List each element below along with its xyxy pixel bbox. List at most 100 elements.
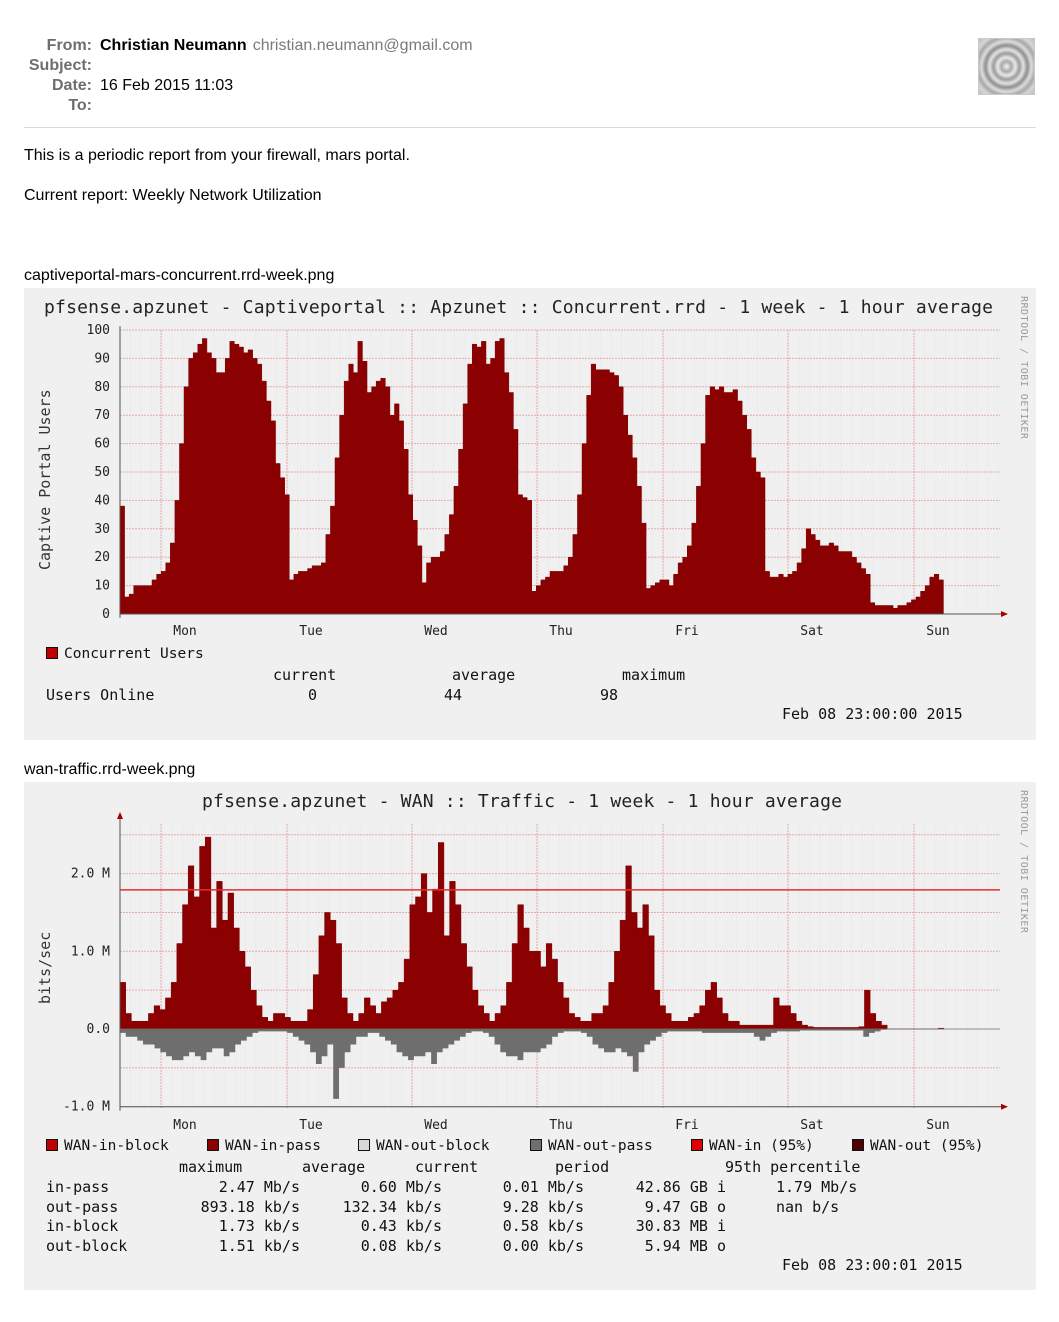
graph1-timestamp: Feb 08 23:00:00 2015 [782,705,963,723]
graph2-row-label: out-pass [46,1197,119,1216]
header-divider [24,127,1036,128]
graph2-panel: pfsense.apzunet - WAN :: Traffic - 1 wee… [24,782,1036,1290]
graph1-header-current: current [273,666,337,684]
graph2-legend-label: WAN-out-block [376,1138,490,1154]
graph2-row-label: in-block [46,1217,119,1236]
graph2-row-maximum: 2.47 Mb/s [218,1178,300,1196]
x-tick-label: Thu [549,1118,572,1133]
graph2-row-current: 0.01 Mb/s [502,1178,584,1196]
graph1-average-value: 44 [444,686,463,704]
graph2-row-period: 5.94 MB o [644,1237,726,1256]
x-tick-label: Wed [424,1118,447,1133]
legend-swatch [46,647,58,659]
date-label: Date: [51,77,92,94]
ripple-avatar-icon[interactable] [978,38,1035,95]
y-tick-label: 40 [94,493,110,508]
legend-swatch [358,1139,370,1151]
graph2-row-average: 132.34 kb/s [342,1197,442,1216]
y-tick-label: 2.0 M [71,867,110,882]
graph2-plot: -1.0 M 0.0 1.0 M 2.0 M Mon Tue Wed Thu Fri Sat Sun [63,812,1008,1133]
from-label: From: [46,37,92,54]
graph2-legend-item: WAN-in-block [46,1138,169,1154]
graph2-row-label: in-pass [46,1178,110,1196]
graph2-row-current: 0.58 kb/s [502,1217,584,1236]
mail-header: From: Christian Neumann christian.neumann… [0,0,1059,128]
x-tick-label: Mon [173,624,196,639]
graph2-row-average: 0.08 kb/s [360,1237,442,1256]
graph2-row-period: 30.83 MB i [635,1217,726,1236]
y-tick-label: 60 [94,437,110,452]
graph2-legend-label: WAN-out-pass [548,1138,653,1154]
graph2-legend-item: WAN-in-pass [207,1138,321,1154]
y-tick-label: 0 [102,607,110,622]
graph2-header-period: period [555,1158,610,1176]
x-tick-label: Wed [424,624,447,639]
x-tick-label: Sun [926,1118,949,1133]
graph2-header-current: current [415,1158,479,1176]
graph1-legend-label: Concurrent Users [64,646,204,662]
intro-text: This is a periodic report from your fire… [24,147,410,164]
y-tick-label: 0.0 [87,1022,110,1037]
legend-swatch [530,1139,542,1151]
graph2-watermark: RRDTOOL / TOBI OETIKER [1018,790,1029,934]
graph2-header-maximum: maximum [179,1158,243,1176]
y-tick-label: 1.0 M [71,944,110,959]
x-tick-label: Sat [800,624,823,639]
y-tick-label: -1.0 M [63,1100,110,1115]
graph1-header-average: average [452,666,516,684]
graph2-row-current: 0.00 kb/s [502,1237,584,1256]
legend-swatch [46,1139,58,1151]
x-tick-label: Tue [299,1118,323,1133]
graph2-legend-label: WAN-out (95%) [870,1138,984,1154]
sender-email[interactable]: christian.neumann@gmail.com [252,37,473,54]
graph2-legend-item: WAN-out (95%) [852,1138,984,1154]
graph1-legend-item: Concurrent Users [46,646,204,662]
graph1-current-value: 0 [308,686,318,704]
grid [119,824,1000,1108]
y-tick-label: 70 [94,408,110,423]
wan-out-pass-area [120,1029,944,1099]
y-tick-label: 10 [94,579,110,594]
graph2-header-percentile: 95th percentile [725,1158,861,1176]
wan-in-pass-area [119,836,945,1030]
y-tick-label: 100 [87,323,110,338]
graph2-header-average: average [302,1158,366,1176]
x-tick-label: Fri [675,1118,698,1133]
legend-swatch [691,1139,703,1151]
graph2-legend-label: WAN-in (95%) [709,1138,814,1154]
to-label: To: [68,97,92,114]
x-tick-label: Sat [800,1118,823,1133]
x-tick-label: Sun [926,624,949,639]
graph1-title: pfsense.apzunet - Captiveportal :: Apzun… [44,297,994,318]
x-tick-label: Thu [549,624,572,639]
graph1-maximum-value: 98 [600,686,619,704]
x-tick-label: Mon [173,1118,196,1133]
date-value: 16 Feb 2015 11:03 [100,77,234,94]
graph1-filename: captiveportal-mars-concurrent.rrd-week.p… [24,267,335,284]
y-axis-arrow [117,812,123,819]
graph2-legend-label: WAN-in-pass [225,1138,322,1154]
graph2-legend-label: WAN-in-block [64,1138,169,1154]
graph2-legend-item: WAN-in (95%) [691,1138,814,1154]
graph2-legend-item: WAN-out-pass [530,1138,653,1154]
x-axis-arrow [1001,1103,1008,1110]
sender-name[interactable]: Christian Neumann [100,37,247,54]
graph2-row-average: 0.43 kb/s [360,1217,442,1236]
graph2-row-period: 9.47 GB o [644,1197,726,1216]
graph2-title: pfsense.apzunet - WAN :: Traffic - 1 wee… [202,791,843,812]
y-tick-label: 30 [94,522,110,537]
subject-label: Subject: [28,57,92,74]
x-axis-arrow [1001,611,1008,617]
graph2-row-percentile: 1.79 Mb/s [776,1178,858,1196]
graph2-filename: wan-traffic.rrd-week.png [24,761,196,778]
graph1-watermark: RRDTOOL / TOBI OETIKER [1018,296,1029,440]
y-tick-label: 50 [94,465,110,480]
report-text: Current report: Weekly Network Utilizati… [24,187,322,204]
graph1-plot: 0 10 20 30 40 50 60 70 80 90 100 Mon Tue Wed Thu Fri Sat… [87,323,1008,639]
concurrent-users-area [119,338,948,615]
x-tick-label: Tue [299,624,323,639]
graph2-row-period: 42.86 GB i [635,1178,726,1196]
legend-swatch [852,1139,864,1151]
graph1-header-maximum: maximum [622,666,686,684]
graph1-row-label: Users Online [46,686,155,704]
